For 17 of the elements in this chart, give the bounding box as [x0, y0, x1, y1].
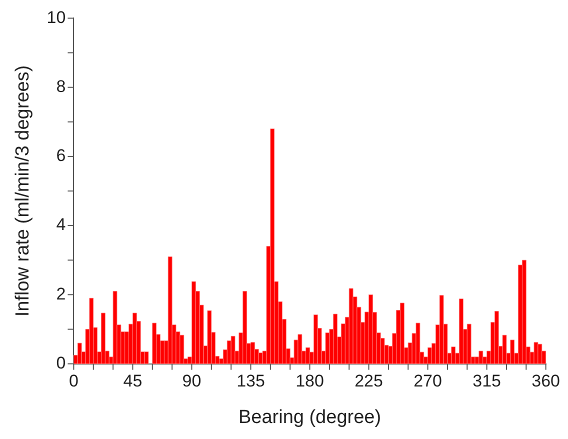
x-tick-label: 135: [236, 372, 265, 391]
y-tick-label: 0: [56, 353, 66, 372]
x-tick-label: 90: [182, 372, 202, 391]
x-tick-label: 0: [68, 372, 78, 391]
x-tick-label: 225: [354, 372, 383, 391]
x-tick-label: 315: [472, 372, 501, 391]
y-tick-label: 6: [56, 146, 66, 166]
y-tick-label: 10: [46, 8, 66, 27]
y-tick-label: 4: [56, 215, 66, 234]
x-axis-title: Bearing (degree): [238, 406, 382, 428]
y-tick-label: 2: [56, 284, 66, 304]
x-tick-label: 360: [532, 372, 560, 391]
y-axis-title: Inflow rate (ml/min/3 degrees): [12, 65, 34, 317]
y-tick-label: 8: [56, 77, 66, 96]
x-tick-label: 180: [296, 372, 324, 391]
x-tick-label: 270: [414, 372, 442, 391]
x-tick-label: 45: [123, 372, 142, 391]
